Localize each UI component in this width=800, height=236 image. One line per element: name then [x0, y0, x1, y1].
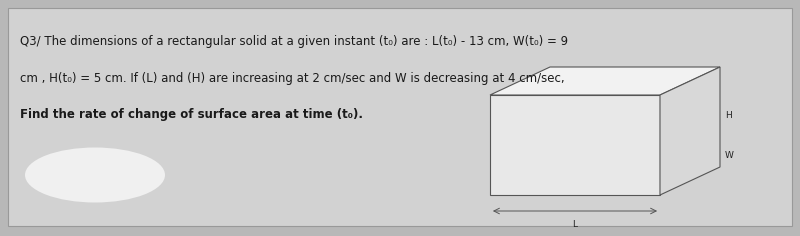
FancyBboxPatch shape: [8, 8, 792, 226]
Polygon shape: [660, 67, 720, 195]
Text: cm , H(t₀) = 5 cm. If (L) and (H) are increasing at 2 cm/sec and W is decreasing: cm , H(t₀) = 5 cm. If (L) and (H) are in…: [20, 72, 565, 85]
Polygon shape: [490, 67, 720, 95]
Text: Find the rate of change of surface area at time (t₀).: Find the rate of change of surface area …: [20, 108, 363, 121]
Text: W: W: [725, 152, 734, 160]
Text: Q3/ The dimensions of a rectangular solid at a given instant (t₀) are : L(t₀) - : Q3/ The dimensions of a rectangular soli…: [20, 35, 568, 48]
Text: H: H: [725, 111, 732, 121]
Ellipse shape: [25, 148, 165, 202]
Text: L: L: [573, 220, 578, 229]
Polygon shape: [490, 95, 660, 195]
